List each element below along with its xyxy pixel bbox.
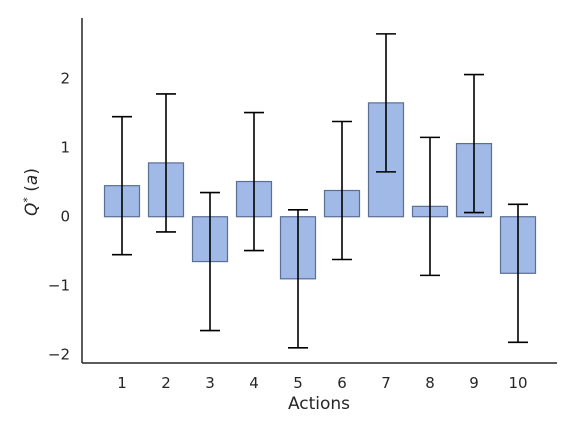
x-tick-label-9: 9 (469, 374, 479, 392)
error-bar-action-4 (244, 111, 264, 252)
error-bar-action-3 (200, 191, 220, 332)
x-tick-labels: 1 2 3 4 5 6 7 8 9 10 (117, 374, 527, 392)
y-tick-label: 2 (60, 70, 70, 88)
bars-layer (103, 102, 537, 280)
x-tick-label-3: 3 (205, 374, 215, 392)
x-tick-label-4: 4 (249, 374, 259, 392)
x-tick-label-2: 2 (161, 374, 171, 392)
x-tick-label-10: 10 (508, 374, 527, 392)
x-tick-label-8: 8 (425, 374, 435, 392)
y-tick-label: −2 (48, 346, 70, 364)
error-bar-action-2 (156, 93, 176, 233)
x-axis-label: Actions (288, 394, 350, 414)
error-bar-action-5 (288, 209, 308, 349)
x-tick-label-7: 7 (381, 374, 391, 392)
error-bar-action-6 (332, 120, 352, 261)
y-tick-label: 0 (60, 208, 70, 226)
y-tick-label: 1 (60, 139, 70, 157)
error-bar-action-7 (376, 33, 396, 173)
error-bar-action-10 (508, 203, 528, 344)
error-bars-layer (112, 33, 528, 349)
y-tick-label: −1 (48, 277, 70, 295)
x-tick-label-5: 5 (293, 374, 303, 392)
y-tick-labels: −2 −1 0 1 2 (48, 70, 70, 364)
error-bar-action-1 (112, 115, 132, 256)
y-axis-label: Q* (a) (21, 168, 43, 216)
error-bar-action-8 (420, 136, 440, 277)
axes (81, 18, 557, 364)
x-tick-label-1: 1 (117, 374, 127, 392)
x-tick-label-6: 6 (337, 374, 347, 392)
error-bar-action-9 (464, 73, 484, 214)
